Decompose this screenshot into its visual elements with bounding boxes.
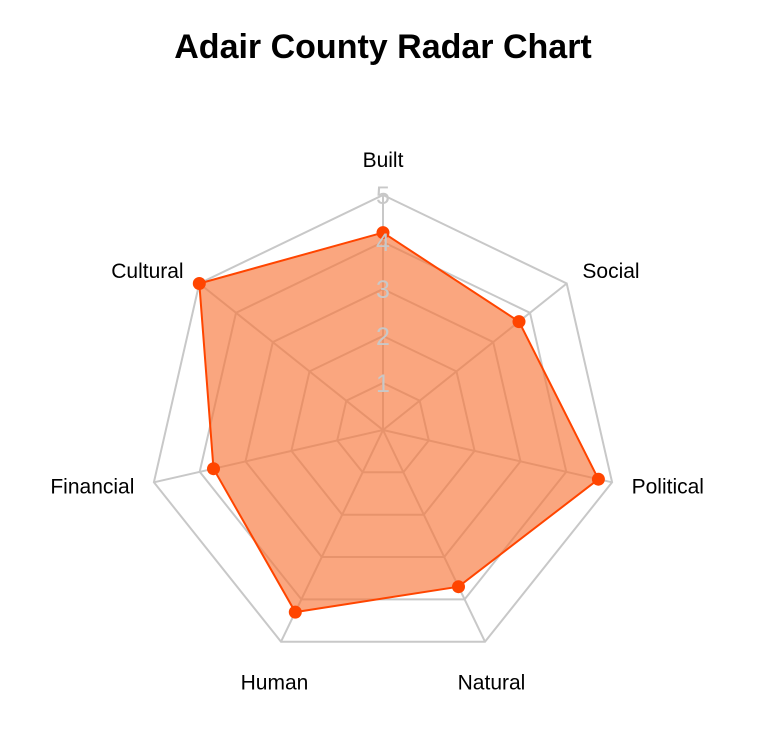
axis-label-political: Political bbox=[632, 476, 704, 499]
axis-label-cultural: Cultural bbox=[111, 260, 183, 283]
chart-title: Adair County Radar Chart bbox=[174, 28, 592, 66]
data-point-built bbox=[376, 226, 390, 240]
tick-label-5: 5 bbox=[376, 182, 390, 210]
tick-layer: 1 2 3 4 5 bbox=[376, 182, 390, 398]
data-area bbox=[198, 231, 600, 614]
axis-label-natural: Natural bbox=[458, 672, 526, 695]
tick-label-1: 1 bbox=[376, 370, 390, 398]
label-layer: Built Social Political Natural Human Financia… bbox=[50, 149, 704, 695]
tick-label-2: 2 bbox=[376, 323, 390, 351]
data-point-cultural bbox=[192, 277, 206, 290]
data-point-human bbox=[288, 605, 302, 619]
data-point-natural bbox=[452, 580, 465, 594]
tick-label-3: 3 bbox=[376, 276, 390, 304]
series-layer bbox=[192, 226, 605, 619]
data-point-political bbox=[591, 472, 605, 486]
axis-label-human: Human bbox=[241, 672, 309, 695]
grid-ring-5 bbox=[152, 193, 614, 643]
data-point-financial bbox=[207, 462, 220, 476]
data-point-social bbox=[512, 315, 526, 329]
axis-label-financial: Financial bbox=[50, 476, 134, 499]
tick-label-4: 4 bbox=[376, 229, 390, 257]
axis-label-built: Built bbox=[363, 149, 404, 172]
axis-label-social: Social bbox=[582, 260, 639, 283]
